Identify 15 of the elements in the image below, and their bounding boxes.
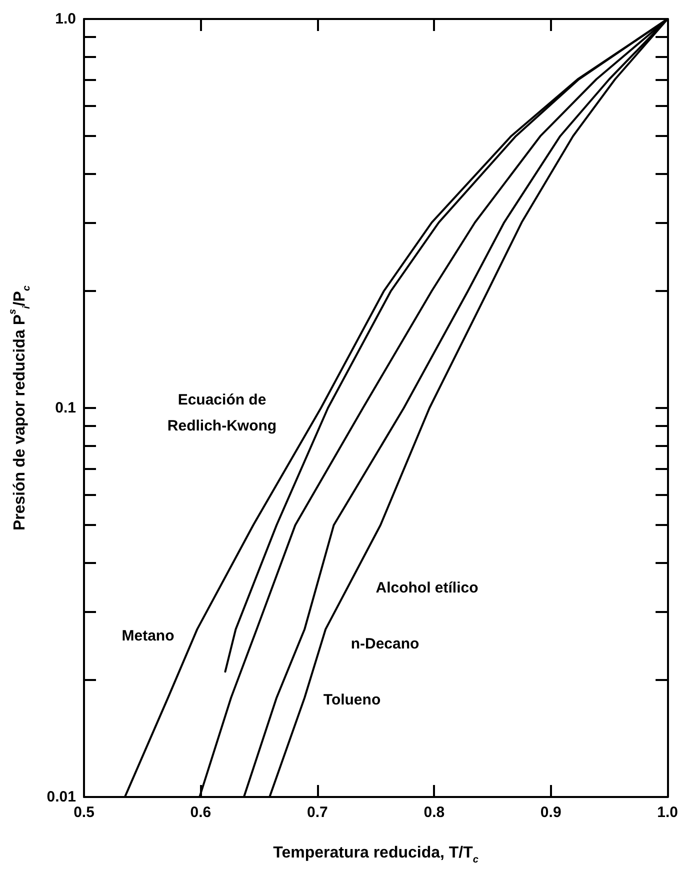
y-tick-label: 1.0	[55, 10, 76, 28]
annotation: Tolueno	[323, 692, 381, 708]
annotation: Metano	[122, 628, 174, 644]
y-tick-label: 0.01	[46, 788, 76, 806]
x-tick-label: 0.9	[540, 804, 562, 821]
annotation: Ecuación de Redlich-Kwong	[167, 392, 277, 434]
x-tick-label: 1.0	[657, 804, 678, 821]
x-tick-label: 0.5	[74, 804, 94, 821]
x-tick-label: 0.7	[307, 804, 328, 821]
x-tick-label: 0.8	[424, 804, 445, 821]
annotation: Alcohol etílico	[376, 580, 478, 596]
y-tick-label: 0.1	[55, 400, 76, 416]
y-axis-title: Presión de vapor reducida Psi/Pc	[8, 285, 32, 531]
x-tick-label: 0.6	[190, 804, 212, 821]
annotation: n-Decano	[350, 636, 420, 652]
